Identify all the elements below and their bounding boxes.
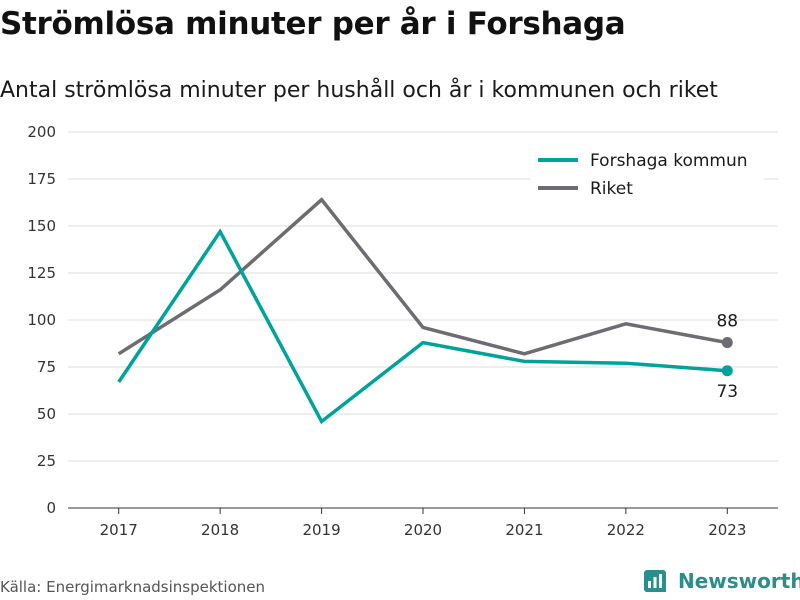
y-tick-label: 75: [37, 358, 56, 376]
x-tick-label: 2018: [201, 521, 239, 539]
x-tick-label: 2017: [100, 521, 138, 539]
legend-label: Forshaga kommun: [590, 151, 748, 171]
x-tick-label: 2020: [404, 521, 442, 539]
legend-label: Riket: [590, 179, 633, 199]
end-value-label: 88: [716, 312, 738, 332]
y-tick-label: 125: [27, 264, 56, 282]
y-tick-label: 100: [27, 311, 56, 329]
y-tick-label: 25: [37, 452, 56, 470]
end-point: [721, 365, 733, 377]
x-tick-label: 2023: [708, 521, 746, 539]
x-tick-label: 2021: [505, 521, 543, 539]
x-tick-label: 2019: [302, 521, 340, 539]
x-tick-label: 2022: [607, 521, 645, 539]
legend-box: [530, 146, 764, 206]
series-line: [117, 228, 728, 425]
y-tick-label: 150: [27, 217, 56, 235]
y-tick-label: 50: [37, 405, 56, 423]
end-point: [721, 337, 733, 349]
chart-subtitle: Antal strömlösa minuter per hushåll och …: [0, 78, 718, 103]
brand-name: Newsworthy: [678, 569, 800, 593]
y-tick-label: 200: [27, 123, 56, 141]
series-line: [117, 197, 728, 356]
end-value-label: 73: [716, 382, 738, 402]
y-tick-label: 0: [46, 499, 56, 517]
page-title: Strömlösa minuter per år i Forshaga: [0, 6, 626, 42]
brand-logo[interactable]: Newsworthy: [644, 568, 800, 594]
newsworthy-logo-icon: [644, 570, 666, 592]
source-note: Källa: Energimarknadsinspektionen: [0, 578, 266, 596]
y-tick-label: 175: [27, 170, 56, 188]
